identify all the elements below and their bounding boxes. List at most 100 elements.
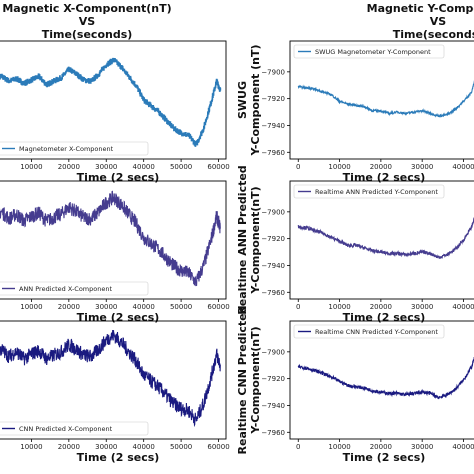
y-cnn-legend-label: Realtime CNN Predicted Y-Component: [315, 328, 438, 336]
y-swug-ytick-label: −7920: [261, 95, 285, 103]
y-swug-xtick-label: 10000: [328, 163, 350, 171]
y-swug-ytick-label: −7960: [261, 149, 285, 157]
y-swug-xtick-label: 20000: [370, 163, 392, 171]
y-cnn-xlabel: Time (2 secs): [343, 451, 426, 464]
y-swug-legend-box: [293, 44, 445, 59]
y-swug-panel: 0 10000 20000 30000 40000 −7900 −7920 −7940 −796…: [236, 40, 474, 184]
right-title-line1: Magnetic Y-Component: [367, 2, 474, 15]
left-title-line3: Time(seconds): [42, 28, 133, 41]
y-ann-xtick-label: 30000: [411, 303, 433, 311]
x-ann-xlabel: Time (2 secs): [77, 311, 160, 324]
y-swug-series-line: [297, 80, 474, 118]
x-swug-xlabel: Time (2 secs): [77, 171, 160, 184]
x-cnn-legend: CNN Predicted X-Component: [0, 421, 149, 436]
x-ann-legend-label: ANN Predicted X-Component: [19, 285, 112, 293]
x-cnn-xtick-label: 40000: [133, 443, 155, 451]
y-cnn-ylabel-line: Realtime CNN Predicted: [236, 306, 249, 455]
x-cnn-xtick-label: 30000: [95, 443, 117, 451]
y-cnn-xtick-label: 10000: [328, 443, 350, 451]
right-title-line2: VS: [430, 15, 447, 28]
x-swug-panel: 0100002000030000400005000060000Time (2 s…: [0, 40, 230, 184]
x-ann-xtick-label: 40000: [133, 303, 155, 311]
y-cnn-ytick-label: −7940: [261, 402, 285, 410]
y-ann-xtick-label: 40000: [452, 303, 474, 311]
x-cnn-xtick-label: 10000: [20, 443, 42, 451]
x-swug-xtick-label: 30000: [95, 163, 117, 171]
y-ann-xtick-label: 0: [296, 303, 300, 311]
y-cnn-ytick-label: −7960: [261, 429, 285, 437]
right-title-line3: Time(seconds): [393, 28, 474, 41]
y-cnn-ytick-label: −7920: [261, 375, 285, 383]
y-swug-xtick-label: 40000: [452, 163, 474, 171]
x-ann-panel: 0100002000030000400005000060000Time (2 s…: [0, 180, 230, 324]
x-ann-xtick-label: 50000: [170, 303, 192, 311]
x-swug-legend: Magnetometer X-Component: [0, 141, 149, 156]
y-ann-ytick-label: −7900: [261, 208, 285, 216]
y-ann-xtick-label: 10000: [328, 303, 350, 311]
y-swug-frame: [289, 40, 474, 160]
x-swug-xtick-label: 10000: [20, 163, 42, 171]
x-ann-xtick-label: 60000: [207, 303, 229, 311]
x-ann-frame: [0, 180, 227, 300]
y-swug-ytick-label: −7940: [261, 122, 285, 130]
y-ann-xtick-label: 20000: [370, 303, 392, 311]
y-ann-ylabel-line: Realtime ANN Predicted: [236, 165, 249, 314]
x-cnn-panel: 0100002000030000400005000060000Time (2 s…: [0, 320, 230, 464]
y-ann-series-line: [297, 217, 474, 260]
y-ann-legend-label: Realtime ANN Predicted Y-Component: [315, 188, 438, 196]
x-swug-legend-box: [0, 141, 149, 156]
y-ann-ytick-label: −7920: [261, 235, 285, 243]
x-swug-frame: [0, 40, 227, 160]
x-swug-series-line: [0, 57, 222, 147]
x-cnn-frame: [0, 320, 227, 440]
left-title-line2: VS: [79, 15, 96, 28]
y-swug-legend-label: SWUG Magnetometer Y-Component: [315, 48, 431, 56]
x-swug-xtick-label: 40000: [133, 163, 155, 171]
y-swug-xlabel: Time (2 secs): [343, 171, 426, 184]
y-cnn-legend-box: [293, 324, 445, 339]
y-ann-frame: [289, 180, 474, 300]
chart-panels: 0 10000 20000 30000 40000 50000 60000 Time (2 s…: [0, 40, 474, 464]
y-swug-ylabel-line: SWUG: [236, 81, 249, 119]
x-cnn-series-line: [0, 329, 221, 428]
right-column-title: Magnetic Y-Component VS Time(seconds): [367, 2, 474, 41]
x-cnn-legend-label: CNN Predicted X-Component: [19, 425, 113, 433]
y-cnn-series-line: [297, 356, 474, 400]
x-cnn-xtick-label: 50000: [170, 443, 192, 451]
x-swug-xtick-label: 20000: [58, 163, 80, 171]
y-ann-ylabel-line: Y-Component(nT): [249, 186, 262, 294]
y-ann-panel: 0 10000 20000 30000 40000 −7900 −7920 −7940 −796…: [236, 165, 474, 324]
x-ann-xtick-label: 30000: [95, 303, 117, 311]
x-cnn-legend-box: [0, 421, 149, 436]
y-cnn-legend: Realtime CNN Predicted Y-Component: [293, 324, 445, 339]
x-ann-xtick-label: 10000: [20, 303, 42, 311]
y-cnn-ytick-label: −7900: [261, 348, 285, 356]
y-ann-legend: Realtime ANN Predicted Y-Component: [293, 184, 445, 199]
x-swug-xtick-label: 50000: [170, 163, 192, 171]
x-swug-legend-label: Magnetometer X-Component: [19, 145, 114, 153]
y-cnn-xtick-label: 30000: [411, 443, 433, 451]
left-column-title: Magnetic X-Component(nT) VS Time(seconds…: [2, 2, 171, 41]
x-ann-legend-box: [0, 281, 149, 296]
y-swug-xtick-label: 30000: [411, 163, 433, 171]
y-swug-xtick-label: 0: [296, 163, 300, 171]
x-swug-xtick-label: 60000: [207, 163, 229, 171]
y-cnn-xtick-label: 0: [296, 443, 300, 451]
y-ann-ytick-label: −7940: [261, 262, 285, 270]
y-cnn-frame: [289, 320, 474, 440]
x-cnn-xtick-label: 60000: [207, 443, 229, 451]
y-ann-xlabel: Time (2 secs): [343, 311, 426, 324]
y-cnn-panel: 0 10000 20000 30000 40000 −7900 −7920 −7940 −796…: [236, 306, 474, 464]
y-swug-ytick-label: −7900: [261, 68, 285, 76]
x-ann-series-line: [0, 190, 221, 287]
x-cnn-xtick-label: 20000: [58, 443, 80, 451]
y-ann-ytick-label: −7960: [261, 289, 285, 297]
x-ann-legend: ANN Predicted X-Component: [0, 281, 149, 296]
x-cnn-xlabel: Time (2 secs): [77, 451, 160, 464]
y-cnn-xtick-label: 40000: [452, 443, 474, 451]
y-swug-ylabel-line: Y-Component (nT): [249, 44, 262, 156]
y-cnn-ylabel-line: Y-Component(nT): [249, 326, 262, 434]
y-swug-legend: SWUG Magnetometer Y-Component: [293, 44, 445, 59]
y-cnn-xtick-label: 20000: [370, 443, 392, 451]
